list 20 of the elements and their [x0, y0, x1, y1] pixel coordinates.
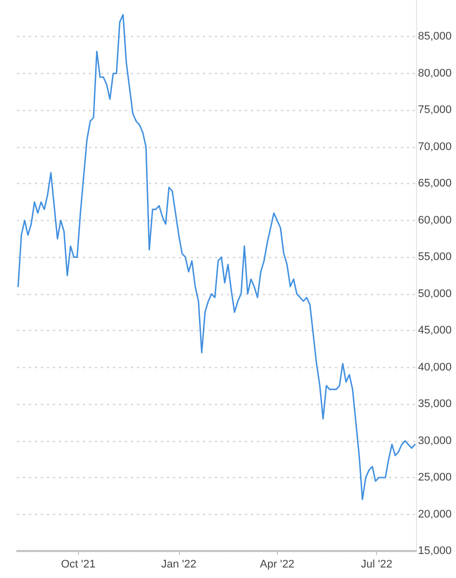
y-tick-label: 85,000	[418, 30, 452, 43]
y-tick-label: 80,000	[418, 67, 452, 80]
y-tick-label: 45,000	[418, 324, 452, 337]
y-tick-label: 30,000	[418, 434, 452, 447]
x-tick-label: Oct '21	[60, 558, 96, 570]
y-tick-label: 35,000	[418, 398, 452, 410]
y-tick-label: 60,000	[418, 214, 452, 226]
y-tick-label: 15,000	[418, 545, 452, 557]
y-tick-label: 20,000	[418, 508, 452, 520]
x-tick-label: Jan '22	[161, 558, 196, 570]
x-tick-label: Jul '22	[360, 558, 392, 570]
y-tick-label: 75,000	[418, 104, 452, 116]
y-tick-label: 50,000	[418, 288, 452, 300]
y-tick-label: 70,000	[418, 140, 452, 153]
x-tick-label: Apr '22	[260, 558, 294, 570]
y-tick-label: 65,000	[418, 178, 452, 190]
y-tick-label: 55,000	[418, 251, 452, 264]
y-tick-label: 25,000	[418, 472, 452, 484]
y-tick-label: 40,000	[418, 361, 452, 374]
line-series	[17, 14, 416, 500]
